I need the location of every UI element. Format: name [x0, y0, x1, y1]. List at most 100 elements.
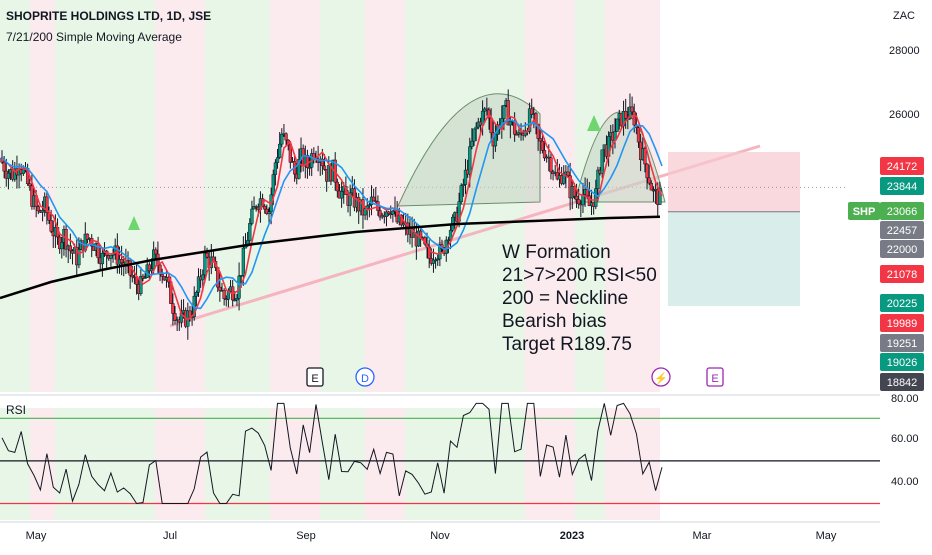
svg-text:19026: 19026 — [887, 357, 918, 369]
candle-body — [6, 172, 11, 179]
svg-text:19989: 19989 — [887, 318, 918, 330]
candle-body — [248, 223, 252, 241]
price-label: 23844 — [880, 177, 924, 195]
candle-body — [530, 108, 534, 115]
svg-text:SHP: SHP — [853, 206, 876, 218]
candle-body — [386, 211, 391, 215]
candle-body — [468, 146, 472, 175]
candle-body — [391, 210, 395, 215]
candle-body — [463, 169, 468, 185]
candle-body — [649, 182, 653, 191]
regime-band-main — [55, 0, 155, 392]
rsi-tick-label: 40.00 — [891, 476, 919, 488]
candle-body — [196, 276, 201, 293]
candle-body — [96, 243, 100, 259]
regime-band-rsi — [270, 408, 320, 520]
rsi-line — [1, 402, 663, 505]
regime-band-rsi — [405, 408, 525, 520]
currency-label: ZAC — [893, 10, 915, 22]
candle-body — [305, 154, 310, 168]
price-label: 19026 — [880, 353, 924, 371]
rsi-tick-label: 60.00 — [891, 433, 919, 445]
candle-body — [275, 157, 280, 163]
candle-body — [585, 189, 589, 197]
candle-body — [416, 230, 421, 247]
regime-band-main — [365, 0, 405, 392]
time-axis[interactable]: May Jul Sep Nov 2023 Mar May — [26, 530, 837, 542]
candle-body — [218, 286, 222, 291]
candle-body — [461, 184, 466, 186]
candle-body — [596, 169, 600, 189]
candle-body — [384, 211, 389, 217]
price-label: 22000 — [880, 240, 924, 258]
candle-body — [587, 195, 592, 207]
candle-body — [581, 194, 585, 206]
candle-body — [205, 252, 209, 258]
annotation-line: W Formation — [502, 242, 611, 263]
candle-body — [335, 181, 339, 192]
candle-body — [278, 143, 282, 158]
candle-body — [45, 196, 49, 214]
candle-body — [265, 208, 269, 214]
split-icon[interactable]: ⚡ — [651, 367, 671, 387]
x-tick-label: Mar — [693, 530, 712, 542]
candle-body — [632, 111, 636, 126]
candle-body — [322, 165, 327, 170]
candle-body — [171, 303, 175, 314]
regime-band-main — [205, 0, 270, 392]
candle-body — [643, 148, 647, 165]
candle-body — [149, 268, 154, 272]
price-axis[interactable]: ZAC 28000 26000 80.00 60.00 40.00 — [889, 10, 920, 488]
dividend-icon[interactable]: D — [355, 367, 375, 387]
candle-body — [60, 242, 64, 250]
symbol-tag: SHP — [848, 202, 880, 220]
candle-body — [158, 264, 162, 275]
candle-body — [630, 106, 634, 113]
price-label: 21078 — [880, 265, 924, 283]
candle-body — [85, 233, 90, 240]
candle-body — [154, 249, 158, 255]
svg-text:⚡: ⚡ — [654, 372, 668, 385]
candle-body — [474, 126, 478, 130]
candle-body — [527, 108, 532, 132]
candle-body — [446, 239, 451, 242]
candle-body — [68, 245, 72, 252]
candle-body — [201, 274, 205, 281]
annotation-line: Target R189.75 — [502, 334, 632, 355]
candle-body — [77, 249, 81, 266]
annotation-line: Bearish bias — [502, 311, 607, 332]
chart-title: SHOPRITE HOLDINGS LTD, 1D, JSE — [6, 9, 212, 23]
candle-body — [115, 245, 119, 265]
earnings-icon[interactable]: E — [306, 367, 324, 387]
sma200-line — [0, 215, 661, 300]
candle-body — [241, 247, 246, 276]
price-label: 19251 — [880, 334, 924, 352]
candle-body — [438, 244, 442, 260]
svg-text:E: E — [711, 373, 718, 385]
regime-band-main — [270, 0, 320, 392]
candle-body — [252, 206, 256, 210]
svg-text:22457: 22457 — [887, 225, 918, 237]
svg-text:22000: 22000 — [887, 244, 918, 256]
candle-body — [485, 108, 489, 111]
candle-body — [348, 192, 352, 206]
candle-body — [21, 168, 26, 174]
candle-body — [431, 259, 436, 264]
candle-body — [250, 208, 254, 224]
stop-loss-zone — [668, 152, 800, 212]
candle-body — [267, 211, 271, 214]
candle-body — [542, 150, 547, 159]
candle-body — [624, 111, 628, 119]
price-label: 23066 — [880, 202, 924, 220]
candle-body — [647, 177, 651, 184]
price-label: 22457 — [880, 221, 924, 239]
candle-body — [160, 274, 164, 277]
regime-band-main — [0, 0, 30, 392]
candle-body — [143, 277, 147, 279]
earnings-future-icon[interactable]: E — [706, 367, 724, 387]
candle-body — [540, 140, 545, 151]
price-label: 20225 — [880, 294, 924, 312]
